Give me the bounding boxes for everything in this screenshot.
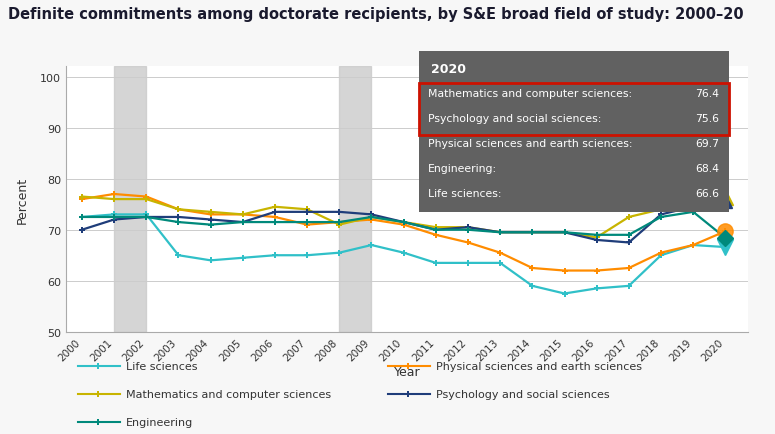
Text: Engineering:: Engineering: xyxy=(428,164,497,174)
Y-axis label: Percent: Percent xyxy=(16,176,29,223)
Text: Mathematics and computer sciences: Mathematics and computer sciences xyxy=(126,389,332,399)
Text: 76.4: 76.4 xyxy=(695,89,719,99)
Text: Physical sciences and earth sciences: Physical sciences and earth sciences xyxy=(436,361,642,371)
Text: Life sciences:: Life sciences: xyxy=(428,188,501,198)
Text: 66.6: 66.6 xyxy=(695,188,719,198)
Bar xyxy=(339,67,371,332)
Text: Psychology and social sciences: Psychology and social sciences xyxy=(436,389,610,399)
Text: 75.6: 75.6 xyxy=(695,114,719,124)
Bar xyxy=(114,67,146,332)
Text: Physical sciences and earth sciences:: Physical sciences and earth sciences: xyxy=(428,139,632,149)
X-axis label: Year: Year xyxy=(394,365,420,378)
Text: 69.7: 69.7 xyxy=(695,139,719,149)
Text: Life sciences: Life sciences xyxy=(126,361,198,371)
Text: Psychology and social sciences:: Psychology and social sciences: xyxy=(428,114,601,124)
Text: Definite commitments among doctorate recipients, by S&E broad field of study: 20: Definite commitments among doctorate rec… xyxy=(8,7,743,21)
Text: 2020: 2020 xyxy=(431,63,466,76)
Text: Mathematics and computer sciences:: Mathematics and computer sciences: xyxy=(428,89,632,99)
Text: Engineering: Engineering xyxy=(126,418,194,427)
Text: 68.4: 68.4 xyxy=(695,164,719,174)
